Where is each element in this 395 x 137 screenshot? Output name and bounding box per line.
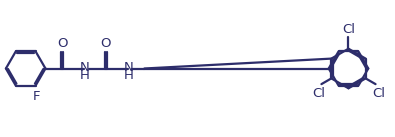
Text: Cl: Cl — [312, 87, 325, 100]
Text: O: O — [57, 37, 68, 50]
Text: H: H — [79, 69, 89, 82]
Text: Cl: Cl — [372, 87, 385, 100]
Text: N: N — [123, 62, 133, 75]
Text: N: N — [80, 62, 89, 75]
Text: O: O — [101, 37, 111, 50]
Text: F: F — [32, 90, 40, 103]
Text: Cl: Cl — [342, 23, 355, 36]
Text: H: H — [123, 69, 133, 82]
